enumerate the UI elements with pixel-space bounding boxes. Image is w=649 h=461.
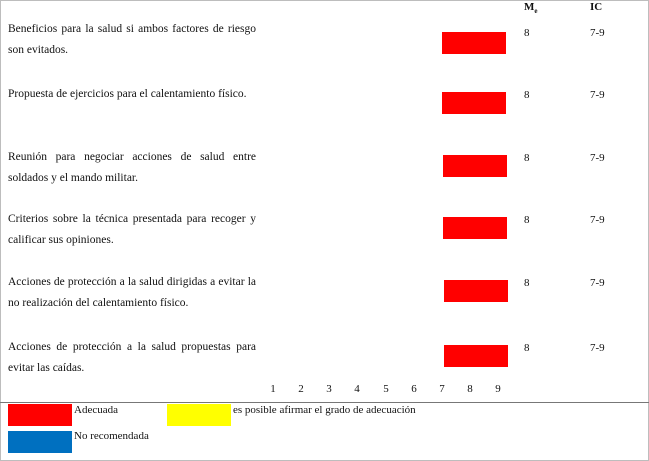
item-interval: 7-9	[590, 27, 605, 39]
legend-label-posible: es posible afirmar el grado de adecuació…	[233, 404, 416, 416]
item-text: Reunión para negociar acciones de salud …	[8, 151, 256, 184]
scale-tick: 7	[439, 383, 445, 395]
scale-tick: 4	[354, 383, 360, 395]
scale-tick: 3	[326, 383, 332, 395]
scale-tick: 2	[298, 383, 304, 395]
item-bar	[443, 217, 507, 239]
scale-tick: 1	[270, 383, 276, 395]
me-header-label: M	[524, 1, 535, 13]
me-header: Me	[524, 1, 538, 15]
item-text: Acciones de protección a la salud dirigi…	[8, 276, 256, 309]
item-interval: 7-9	[590, 342, 605, 354]
item-row: Reunión para negociar acciones de salud …	[0, 147, 649, 207]
legend-swatch-posible	[167, 404, 231, 426]
item-interval: 7-9	[590, 152, 605, 164]
legend-divider	[0, 402, 649, 403]
legend-label-no-recomendada: No recomendada	[74, 430, 149, 442]
legend-swatch-adecuada	[8, 404, 72, 426]
legend-label-adecuada: Adecuada	[74, 404, 118, 416]
item-bar	[442, 32, 506, 54]
me-header-sub: e	[534, 7, 538, 16]
item-interval: 7-9	[590, 89, 605, 101]
scale-tick: 6	[411, 383, 417, 395]
scale-tick: 8	[467, 383, 473, 395]
item-interval: 7-9	[590, 277, 605, 289]
scale-axis: 1 2 3 4 5 6 7 8 9	[0, 383, 649, 399]
item-bar	[444, 280, 508, 302]
item-interval: 7-9	[590, 214, 605, 226]
item-median: 8	[524, 277, 530, 289]
item-median: 8	[524, 214, 530, 226]
item-median: 8	[524, 342, 530, 354]
item-text: Criterios sobre la técnica presentada pa…	[8, 213, 256, 246]
scale-tick: 9	[495, 383, 501, 395]
item-median: 8	[524, 27, 530, 39]
item-bar	[442, 92, 506, 114]
item-text: Propuesta de ejercicios para el calentam…	[8, 88, 247, 100]
item-median: 8	[524, 152, 530, 164]
item-row: Acciones de protección a la salud dirigi…	[0, 272, 649, 332]
item-text: Beneficios para la salud si ambos factor…	[8, 23, 256, 56]
item-text: Acciones de protección a la salud propue…	[8, 341, 256, 374]
item-row: Criterios sobre la técnica presentada pa…	[0, 209, 649, 269]
item-bar	[443, 155, 507, 177]
item-row: Beneficios para la salud si ambos factor…	[0, 19, 649, 79]
legend-swatch-no-recomendada	[8, 431, 72, 453]
item-bar	[444, 345, 508, 367]
item-row: Propuesta de ejercicios para el calentam…	[0, 84, 649, 144]
scale-tick: 5	[383, 383, 389, 395]
ic-header: IC	[590, 1, 603, 13]
item-row: Acciones de protección a la salud propue…	[0, 337, 649, 397]
item-median: 8	[524, 89, 530, 101]
